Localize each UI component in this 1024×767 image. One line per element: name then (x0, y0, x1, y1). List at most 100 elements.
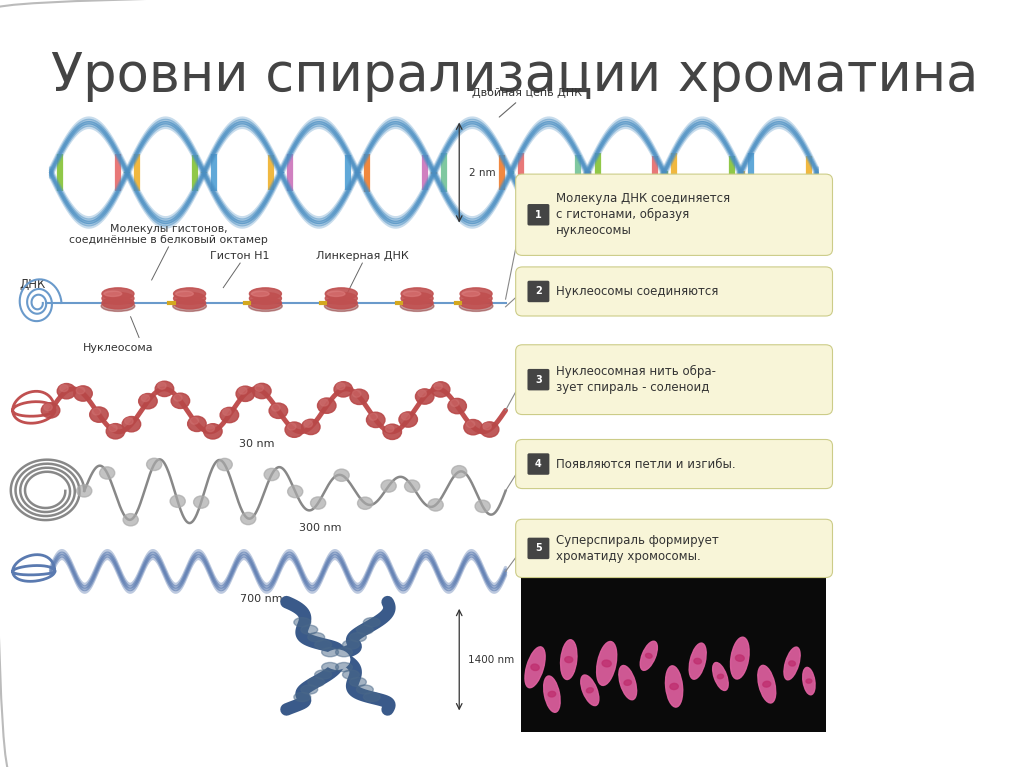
FancyBboxPatch shape (516, 267, 833, 316)
Ellipse shape (325, 650, 349, 669)
Ellipse shape (418, 390, 426, 397)
Ellipse shape (336, 663, 352, 672)
Ellipse shape (328, 291, 345, 297)
Ellipse shape (217, 459, 232, 471)
Ellipse shape (174, 297, 206, 309)
Ellipse shape (123, 514, 138, 526)
Ellipse shape (77, 485, 92, 497)
Ellipse shape (788, 661, 796, 666)
Ellipse shape (399, 412, 418, 427)
Ellipse shape (401, 413, 410, 420)
Ellipse shape (176, 291, 194, 297)
Ellipse shape (587, 688, 593, 693)
Ellipse shape (480, 422, 499, 437)
Ellipse shape (204, 423, 222, 439)
Ellipse shape (349, 633, 367, 642)
Ellipse shape (763, 681, 771, 687)
Ellipse shape (451, 400, 459, 407)
Ellipse shape (102, 288, 134, 300)
FancyBboxPatch shape (516, 174, 833, 255)
Ellipse shape (125, 418, 133, 425)
Ellipse shape (462, 291, 480, 297)
Ellipse shape (581, 675, 599, 706)
Text: Линкерная ДНК: Линкерная ДНК (316, 251, 409, 261)
Ellipse shape (342, 640, 359, 649)
FancyBboxPatch shape (527, 369, 550, 390)
Ellipse shape (304, 420, 312, 427)
Text: 300 nm: 300 nm (299, 523, 341, 533)
Ellipse shape (250, 288, 282, 300)
Text: Уровни спирализации хроматина: Уровни спирализации хроматина (50, 50, 978, 102)
Ellipse shape (74, 386, 92, 401)
Ellipse shape (689, 643, 707, 680)
Ellipse shape (400, 301, 434, 311)
Ellipse shape (102, 297, 134, 309)
Ellipse shape (464, 420, 482, 435)
Ellipse shape (321, 399, 329, 406)
Ellipse shape (428, 499, 443, 511)
Ellipse shape (104, 291, 122, 297)
Ellipse shape (336, 647, 352, 657)
Ellipse shape (59, 385, 69, 392)
Ellipse shape (170, 495, 185, 508)
Ellipse shape (483, 423, 492, 430)
Ellipse shape (90, 407, 109, 423)
Text: Нуклеосомы соединяются: Нуклеосомы соединяются (556, 285, 719, 298)
Ellipse shape (190, 417, 199, 424)
Ellipse shape (466, 420, 475, 427)
Ellipse shape (239, 387, 247, 394)
Ellipse shape (460, 288, 493, 300)
Text: 30 nm: 30 nm (240, 439, 274, 449)
Ellipse shape (381, 480, 396, 492)
Ellipse shape (460, 292, 493, 304)
Ellipse shape (735, 655, 744, 661)
Ellipse shape (730, 637, 750, 679)
Ellipse shape (460, 301, 493, 311)
Ellipse shape (602, 660, 611, 667)
Ellipse shape (337, 383, 345, 390)
Ellipse shape (349, 677, 367, 686)
Ellipse shape (640, 641, 657, 670)
Ellipse shape (285, 422, 303, 437)
Ellipse shape (308, 677, 325, 686)
Ellipse shape (548, 691, 556, 697)
Ellipse shape (618, 666, 637, 700)
Ellipse shape (317, 398, 336, 413)
Ellipse shape (57, 384, 76, 399)
Ellipse shape (250, 292, 282, 304)
Ellipse shape (784, 647, 800, 680)
Ellipse shape (174, 394, 182, 401)
Ellipse shape (369, 413, 378, 420)
Ellipse shape (356, 685, 374, 694)
Text: 5: 5 (536, 543, 542, 554)
Ellipse shape (364, 617, 380, 627)
Ellipse shape (76, 387, 85, 394)
Ellipse shape (322, 647, 339, 657)
Ellipse shape (447, 398, 466, 413)
Ellipse shape (206, 425, 215, 432)
FancyBboxPatch shape (527, 204, 550, 225)
Ellipse shape (41, 403, 59, 418)
FancyBboxPatch shape (516, 439, 833, 489)
Ellipse shape (106, 423, 125, 439)
Ellipse shape (92, 408, 100, 415)
Ellipse shape (645, 653, 652, 658)
Ellipse shape (241, 512, 256, 525)
Text: 2: 2 (536, 286, 542, 297)
Ellipse shape (310, 497, 326, 509)
Ellipse shape (431, 382, 450, 397)
Ellipse shape (525, 647, 545, 688)
Ellipse shape (99, 467, 115, 479)
Text: Молекула ДНК соединяется
с гистонами, образуя
нуклеосомы: Молекула ДНК соединяется с гистонами, об… (556, 193, 730, 237)
FancyBboxPatch shape (527, 453, 550, 475)
Ellipse shape (294, 617, 310, 627)
Text: Двойная цепь ДНК: Двойная цепь ДНК (472, 88, 582, 117)
Ellipse shape (314, 670, 332, 680)
Ellipse shape (301, 685, 317, 694)
Ellipse shape (416, 389, 434, 404)
Ellipse shape (322, 663, 339, 672)
Ellipse shape (138, 393, 158, 409)
Ellipse shape (452, 466, 467, 478)
Ellipse shape (174, 288, 206, 300)
Ellipse shape (141, 395, 150, 402)
